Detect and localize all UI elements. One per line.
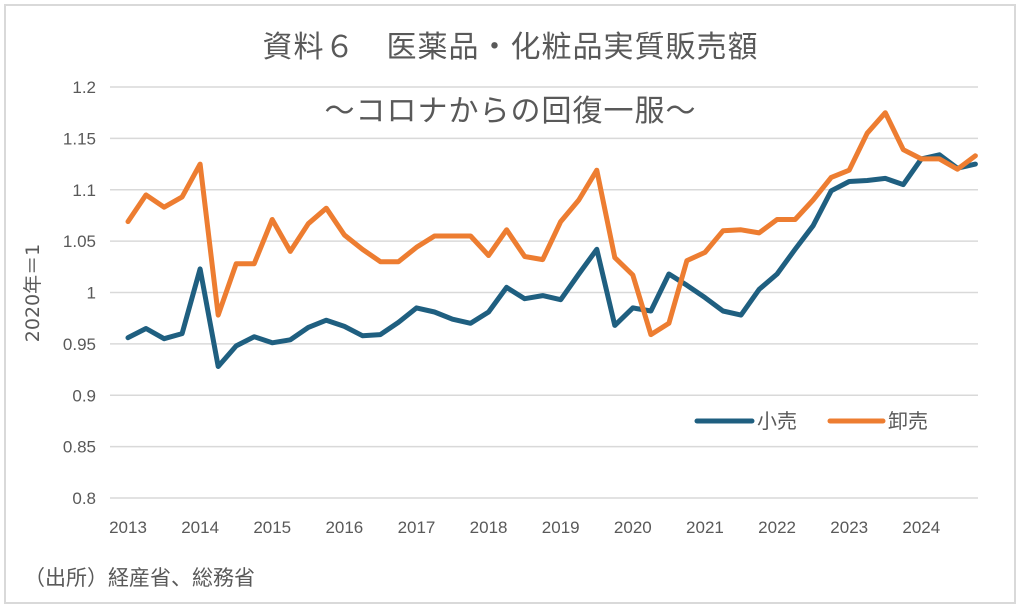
chart-title: 資料６ 医薬品・化粧品実質販売額 [262, 30, 759, 65]
x-tick-label: 2020 [614, 518, 652, 537]
y-tick-label: 0.85 [63, 438, 96, 457]
x-tick-label: 2017 [398, 518, 436, 537]
x-tick-label: 2013 [109, 518, 147, 537]
y-tick-label: 1.05 [63, 232, 96, 251]
y-tick-label: 1.15 [63, 129, 96, 148]
x-tick-label: 2023 [830, 518, 868, 537]
y-tick-label: 0.9 [72, 386, 96, 405]
x-tick-label: 2015 [253, 518, 291, 537]
y-tick-label: 1.1 [72, 181, 96, 200]
series-line-retail [125, 152, 978, 369]
y-tick-label: 0.8 [72, 489, 96, 508]
x-axis-ticks: 2013 2014 2015 2016 2017 2018 2019 2020 2021 2022… [109, 518, 940, 537]
x-tick-label: 2024 [902, 518, 940, 537]
legend-label-retail: 小売 [757, 409, 797, 433]
y-tick-label: 1.2 [72, 78, 96, 97]
chart-subtitle: ～コロナからの回復一服～ [324, 94, 697, 129]
x-tick-label: 2022 [758, 518, 796, 537]
x-tick-label: 2021 [686, 518, 724, 537]
gridlines [110, 86, 978, 499]
source-note: （出所）経産省、総務省 [24, 566, 255, 590]
x-tick-label: 2016 [325, 518, 363, 537]
series-lines [125, 110, 978, 369]
y-axis-ticks: 1.2 1.15 1.1 1.05 1 0.95 0.9 0.85 0.8 [63, 78, 96, 508]
x-tick-label: 2019 [542, 518, 580, 537]
chart-frame [4, 4, 1016, 604]
legend: 小売 卸売 [694, 409, 928, 433]
legend-label-wholesale: 卸売 [888, 409, 928, 433]
series-line-wholesale [125, 110, 978, 338]
x-tick-label: 2018 [470, 518, 508, 537]
x-tick-label: 2014 [181, 518, 219, 537]
y-tick-label: 1 [87, 284, 96, 303]
y-tick-label: 0.95 [63, 335, 96, 354]
